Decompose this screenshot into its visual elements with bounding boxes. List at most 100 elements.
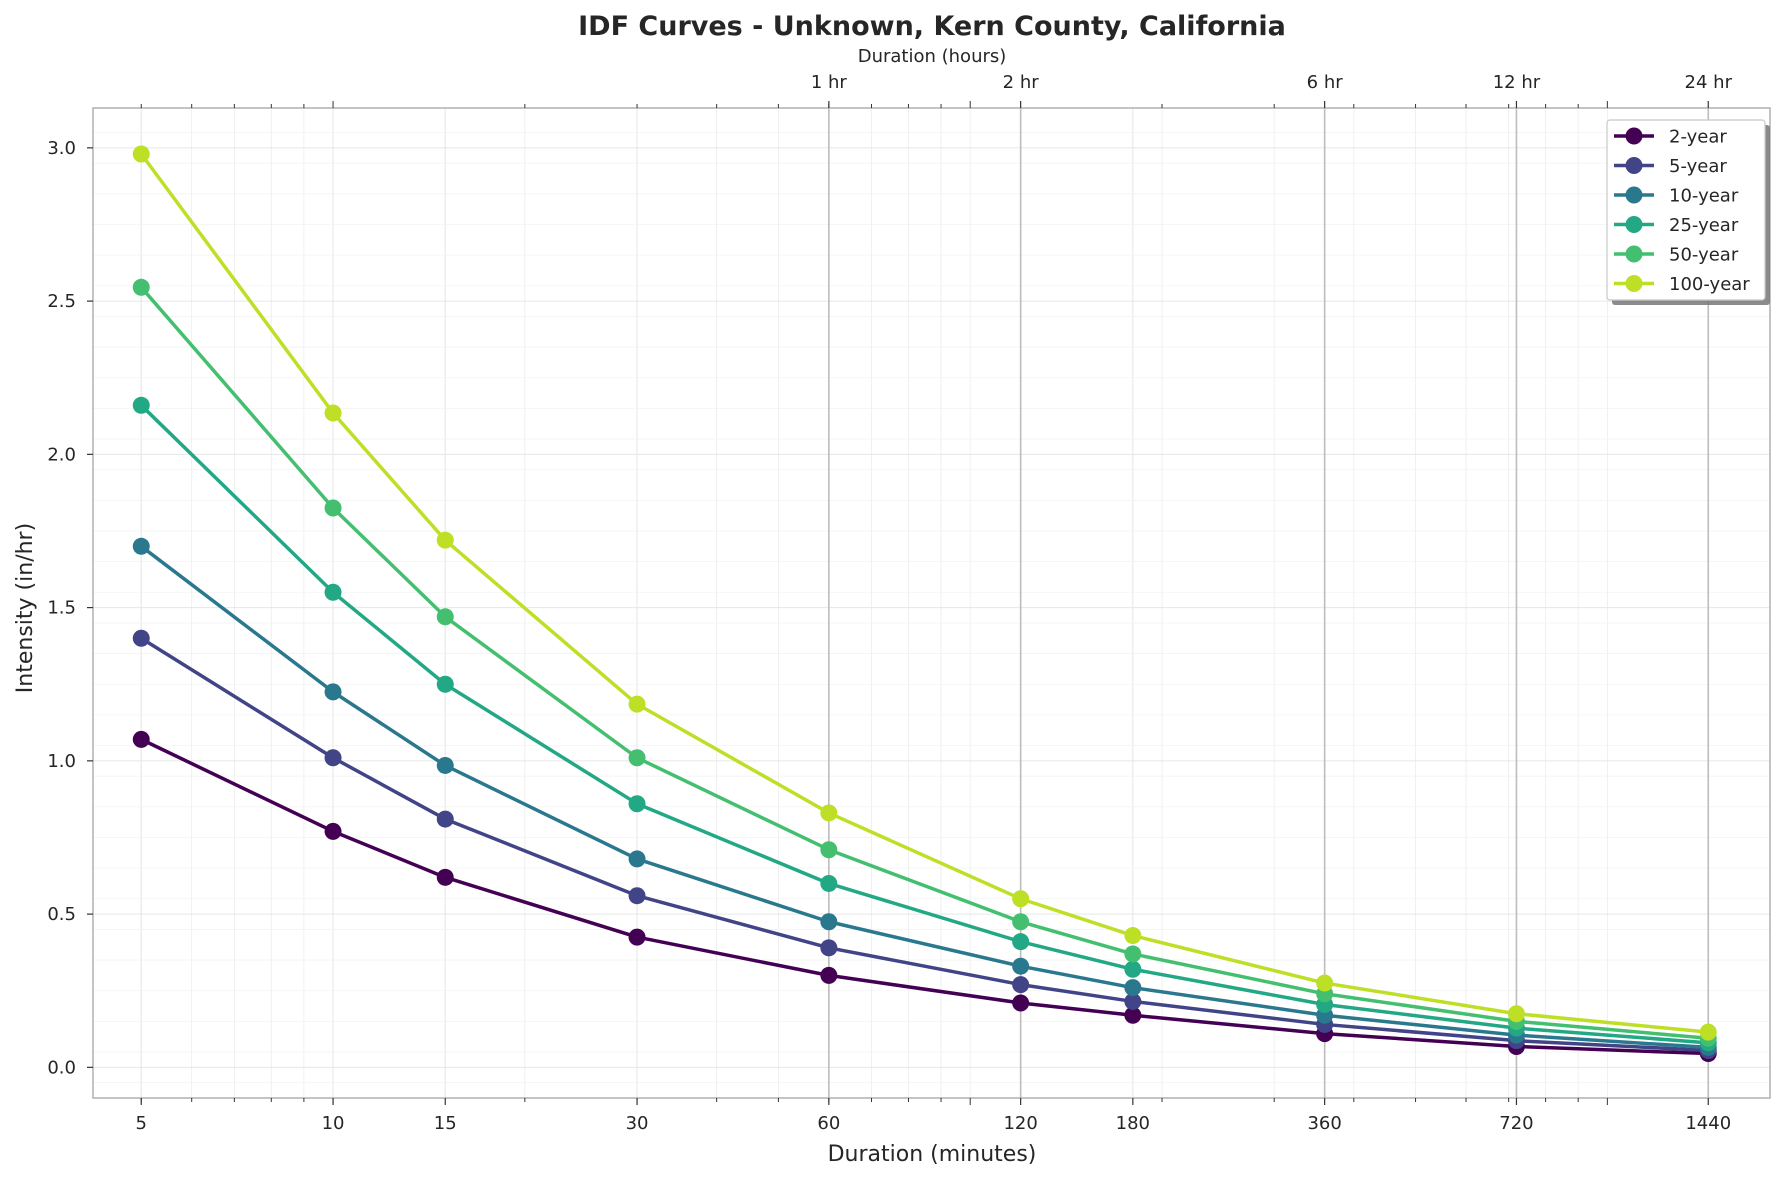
data-point bbox=[628, 795, 646, 813]
data-point bbox=[1699, 1023, 1717, 1041]
legend-label: 100-year bbox=[1669, 274, 1750, 295]
x-tick-label: 60 bbox=[817, 1113, 840, 1134]
data-point bbox=[324, 822, 342, 840]
data-point bbox=[1124, 992, 1142, 1010]
y-tick-label: 1.0 bbox=[47, 751, 76, 772]
data-point bbox=[820, 841, 838, 859]
data-point bbox=[820, 913, 838, 931]
legend-item: 25-year bbox=[1614, 215, 1739, 236]
data-point bbox=[628, 695, 646, 713]
plot-frame bbox=[92, 107, 1771, 1099]
legend-marker bbox=[1625, 186, 1643, 204]
data-point bbox=[1012, 890, 1030, 908]
legend-item: 100-year bbox=[1614, 274, 1750, 295]
series-group bbox=[132, 145, 1717, 1063]
y-tick-label: 0.0 bbox=[47, 1057, 76, 1078]
data-point bbox=[820, 966, 838, 984]
data-point bbox=[132, 278, 150, 296]
x-tick-label: 720 bbox=[1499, 1113, 1533, 1134]
data-point bbox=[820, 804, 838, 822]
data-point bbox=[1124, 960, 1142, 978]
series-line bbox=[139, 286, 1709, 1040]
data-point bbox=[436, 868, 454, 886]
series-line bbox=[139, 152, 1709, 1034]
data-point bbox=[1124, 1006, 1142, 1024]
legend-label: 25-year bbox=[1669, 215, 1739, 236]
x-tick-label: 120 bbox=[1003, 1113, 1037, 1134]
data-point bbox=[436, 810, 454, 828]
x-tick-label: 5 bbox=[136, 1113, 147, 1134]
data-point bbox=[324, 583, 342, 601]
legend-label: 5-year bbox=[1669, 156, 1727, 177]
series-2-year bbox=[132, 730, 1717, 1063]
series-100-year bbox=[132, 145, 1717, 1041]
series-10-year bbox=[132, 537, 1717, 1056]
data-point bbox=[1012, 933, 1030, 951]
x-tick-label: 180 bbox=[1116, 1113, 1150, 1134]
top-tick-label: 6 hr bbox=[1307, 72, 1344, 93]
series-25-year bbox=[132, 396, 1717, 1052]
data-point bbox=[324, 499, 342, 517]
data-point bbox=[324, 749, 342, 767]
legend-item: 10-year bbox=[1614, 186, 1739, 207]
data-point bbox=[1012, 976, 1030, 994]
y-tick-labels: 0.0 0.5 1.0 1.5 2.0 2.5 3.0 bbox=[47, 138, 76, 1079]
legend-label: 10-year bbox=[1669, 186, 1739, 207]
data-point bbox=[132, 629, 150, 647]
x-axis-title: Duration (minutes) bbox=[828, 1142, 1037, 1167]
series-line bbox=[140, 636, 1709, 1053]
top-axis-title: Duration (hours) bbox=[858, 46, 1007, 67]
data-point bbox=[436, 608, 454, 626]
data-point bbox=[820, 874, 838, 892]
series-5-year bbox=[132, 629, 1717, 1059]
y-axis-title: Intensity (in/hr) bbox=[13, 523, 38, 693]
x-tick-label: 360 bbox=[1307, 1113, 1341, 1134]
top-tick-label: 24 hr bbox=[1685, 72, 1733, 93]
data-point bbox=[820, 939, 838, 957]
legend-marker bbox=[1625, 216, 1643, 233]
top-tick-labels: 1 hr 2 hr 6 hr 12 hr 24 hr bbox=[811, 72, 1733, 93]
data-point bbox=[628, 749, 646, 767]
data-point bbox=[324, 404, 342, 422]
data-point bbox=[628, 850, 646, 868]
y-tick-label: 3.0 bbox=[47, 138, 76, 159]
data-point bbox=[132, 396, 150, 414]
legend-marker bbox=[1625, 127, 1643, 145]
top-tick-label: 12 hr bbox=[1493, 72, 1541, 93]
y-tick-label: 2.5 bbox=[47, 291, 76, 312]
series-line bbox=[140, 404, 1709, 1045]
x-tick-label: 10 bbox=[322, 1113, 345, 1134]
data-point bbox=[1507, 1005, 1525, 1023]
data-point bbox=[1124, 979, 1142, 997]
data-point bbox=[324, 683, 342, 701]
grid-lines bbox=[93, 108, 1770, 1098]
data-point bbox=[436, 756, 454, 774]
data-point bbox=[132, 730, 150, 748]
data-point bbox=[132, 145, 150, 163]
y-tick-label: 2.0 bbox=[47, 444, 76, 465]
legend-item: 5-year bbox=[1614, 156, 1727, 177]
hour-reference-lines bbox=[828, 108, 1710, 1098]
data-point bbox=[1316, 974, 1334, 992]
data-point bbox=[436, 531, 454, 549]
y-tick-label: 1.5 bbox=[47, 598, 76, 619]
legend: 2-year 5-year 10-year 25-year 50-year 100-yea… bbox=[1606, 119, 1770, 305]
legend-item: 50-year bbox=[1614, 245, 1739, 266]
series-line bbox=[140, 544, 1709, 1050]
data-point bbox=[132, 537, 150, 555]
legend-label: 2-year bbox=[1669, 127, 1727, 148]
x-tick-label: 15 bbox=[434, 1113, 457, 1134]
data-point bbox=[1124, 945, 1142, 963]
chart-title: IDF Curves - Unknown, Kern County, Calif… bbox=[578, 11, 1286, 42]
data-point bbox=[628, 928, 646, 946]
x-tick-label: 30 bbox=[626, 1113, 649, 1134]
legend-marker bbox=[1625, 157, 1643, 174]
data-point bbox=[1012, 994, 1030, 1012]
data-point bbox=[1124, 927, 1142, 945]
top-tick-label: 1 hr bbox=[811, 72, 848, 93]
data-point bbox=[1012, 957, 1030, 975]
y-tick-label: 0.5 bbox=[47, 904, 76, 925]
top-tick-label: 2 hr bbox=[1003, 72, 1040, 93]
x-tick-labels: 5 10 15 30 60 120 180 360 720 1440 bbox=[136, 1113, 1732, 1134]
